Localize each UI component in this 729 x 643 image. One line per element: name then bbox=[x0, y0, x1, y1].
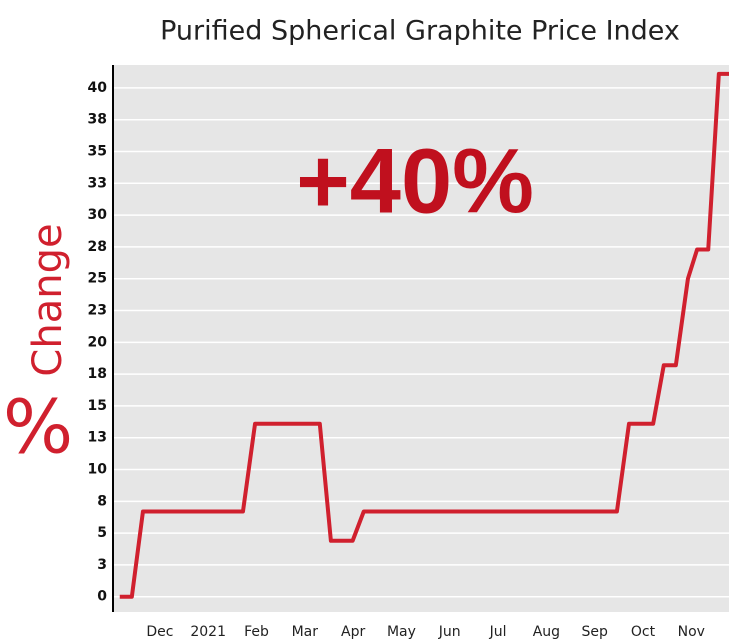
y-tick-label: 18 bbox=[88, 366, 107, 382]
y-tick-label: 3 bbox=[97, 557, 107, 573]
x-tick-label: Sep bbox=[581, 624, 608, 640]
x-tick-label: Feb bbox=[244, 624, 269, 640]
y-tick-label: 25 bbox=[88, 271, 107, 287]
y-tick-label: 23 bbox=[88, 303, 107, 319]
chart-title: Purified Spherical Graphite Price Index bbox=[160, 16, 680, 47]
y-axis-label: Change bbox=[25, 223, 71, 376]
y-tick-label: 40 bbox=[88, 80, 108, 96]
y-tick-label: 13 bbox=[88, 430, 107, 446]
y-tick-label: 0 bbox=[97, 589, 107, 605]
x-tick-label: Oct bbox=[631, 624, 656, 640]
line bbox=[119, 71, 729, 599]
y-tick-label: 5 bbox=[97, 525, 107, 541]
x-tick-label: May bbox=[387, 624, 416, 640]
y-tick-label: 20 bbox=[88, 334, 108, 350]
plot-background bbox=[113, 65, 729, 612]
x-tick-label: Apr bbox=[341, 624, 365, 640]
y-axis-label-prefix: % bbox=[3, 385, 73, 471]
x-tick-label: 2021 bbox=[190, 624, 226, 640]
x-tick-label: Jul bbox=[489, 624, 507, 640]
annotation: +40% bbox=[296, 130, 534, 232]
y-tick-label: 30 bbox=[88, 207, 108, 223]
x-tick-label: Mar bbox=[292, 624, 319, 640]
y-tick-label: 15 bbox=[88, 398, 107, 414]
y-tick-label: 10 bbox=[88, 462, 108, 478]
x-tick-label: Jun bbox=[438, 624, 461, 640]
y-tick-label: 35 bbox=[88, 144, 107, 160]
y-tick-label: 38 bbox=[88, 112, 107, 128]
y-tick-label: 8 bbox=[97, 493, 107, 509]
y-tick-label: 33 bbox=[88, 175, 107, 191]
y-tick-label: 28 bbox=[88, 239, 107, 255]
x-tick-label: Aug bbox=[533, 624, 560, 640]
x-tick-label: Dec bbox=[146, 624, 173, 640]
x-tick-label: Nov bbox=[678, 624, 705, 640]
